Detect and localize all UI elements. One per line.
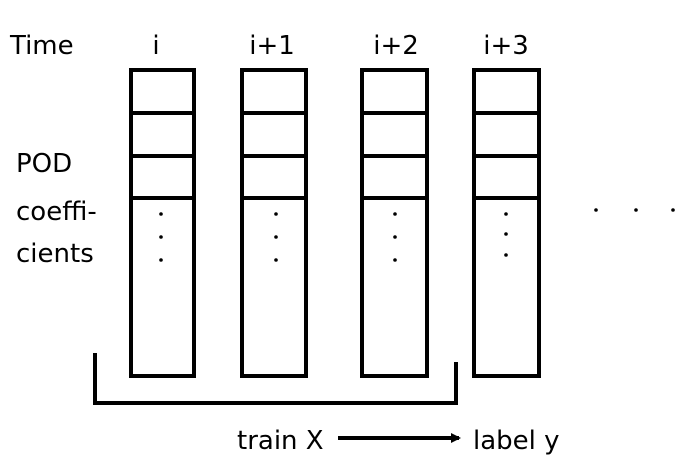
ellipsis-dots: [594, 208, 675, 212]
time-step-label: i+2: [373, 31, 419, 61]
pod-label-line-3: cients: [16, 239, 94, 269]
train-bracket: [93, 353, 458, 405]
time-column: [472, 68, 541, 378]
time-step-label: i: [152, 31, 159, 61]
time-column: [240, 68, 308, 378]
pod-label-line-1: POD: [16, 149, 72, 179]
time-label: Time: [9, 31, 74, 61]
pod-label-line-2: coeffi-: [16, 197, 97, 227]
time-column: [129, 68, 196, 378]
train-label: train X: [237, 426, 324, 456]
time-column: [360, 68, 429, 378]
label-text: label y: [473, 426, 560, 456]
time-step-label: i+1: [249, 31, 295, 61]
time-step-label: i+3: [483, 31, 529, 61]
